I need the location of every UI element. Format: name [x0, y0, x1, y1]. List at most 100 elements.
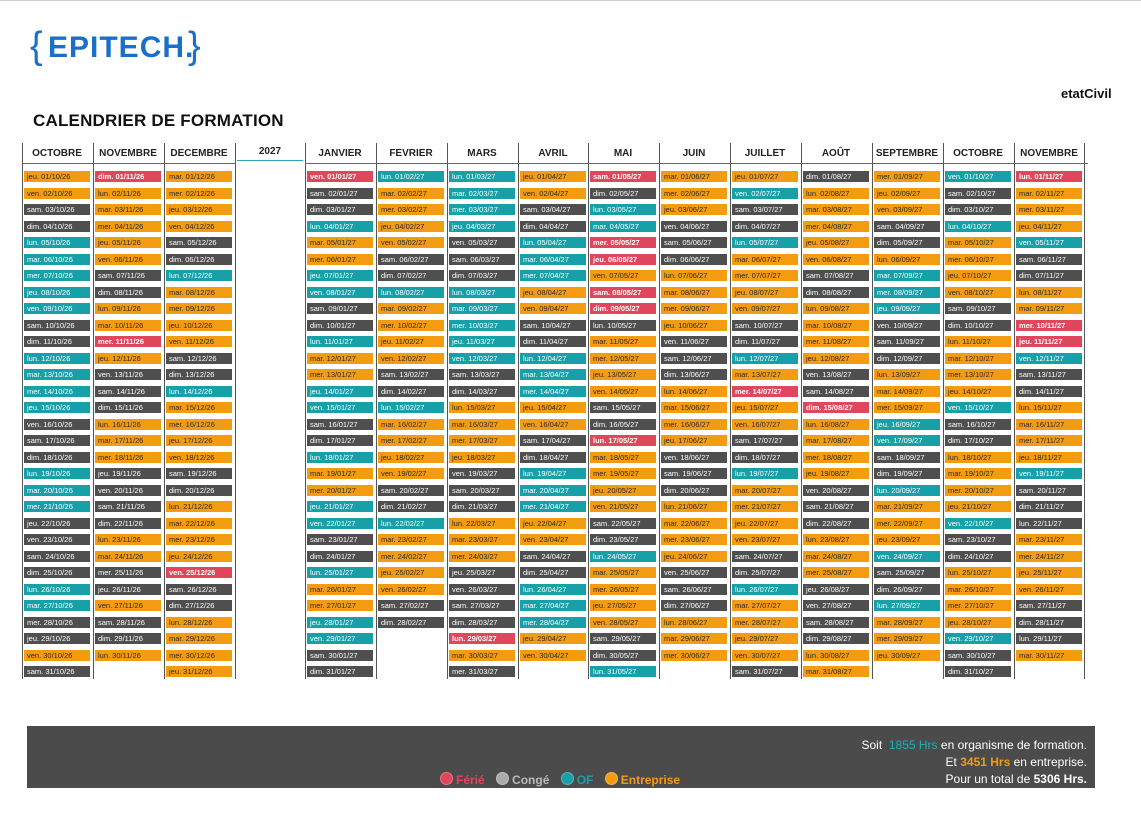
calendar-day: dim. 27/06/27 — [661, 600, 727, 611]
calendar-day: mer. 15/09/27 — [874, 402, 940, 413]
calendar-day: lun. 14/12/26 — [166, 385, 232, 397]
calendar-day: ven. 25/06/27 — [661, 567, 727, 578]
calendar-day: dim. 31/01/27 — [307, 666, 373, 677]
calendar-day: ven. 09/04/27 — [520, 303, 586, 314]
calendar-day: lun. 07/12/26 — [166, 270, 232, 281]
calendar-day: dim. 14/02/27 — [378, 385, 444, 397]
calendar-day: ven. 12/03/27 — [449, 352, 515, 364]
calendar-day: sam. 18/09/27 — [874, 451, 940, 463]
calendar-day: mar. 05/01/27 — [307, 237, 373, 248]
calendar-day: sam. 04/09/27 — [874, 220, 940, 232]
calendar-day: ven. 22/10/27 — [945, 517, 1011, 529]
calendar-day: jeu. 23/09/27 — [874, 534, 940, 545]
calendar-day: lun. 29/03/27 — [449, 633, 515, 644]
calendar-day: lun. 05/10/26 — [24, 237, 90, 248]
calendar-day: ven. 24/09/27 — [874, 550, 940, 562]
calendar-day: dim. 25/07/27 — [732, 567, 798, 578]
month-header: FEVRIER — [389, 148, 433, 159]
calendar-day: sam. 28/08/27 — [803, 616, 869, 628]
calendar-day: mer. 20/10/27 — [945, 484, 1011, 496]
svg-text:EPITECH.: EPITECH. — [48, 31, 194, 64]
of-dot-icon — [560, 772, 574, 785]
calendar-day: sam. 23/01/27 — [307, 534, 373, 545]
calendar-day: lun. 01/03/27 — [449, 171, 515, 182]
column-separator — [943, 143, 944, 679]
calendar-day: mer. 18/11/26 — [95, 451, 161, 463]
summary-footer: Soit 1855 Hrs en organisme de formation.… — [27, 726, 1095, 788]
calendar-day: ven. 23/10/26 — [24, 534, 90, 545]
calendar-day: mer. 09/12/26 — [166, 303, 232, 314]
calendar-day: ven. 23/04/27 — [520, 534, 586, 545]
calendar-day: sam. 01/05/27 — [590, 171, 656, 182]
calendar-day: lun. 18/10/27 — [945, 451, 1011, 463]
calendar-day: sam. 24/10/26 — [24, 550, 90, 562]
epitech-logo: { EPITECH. } — [30, 25, 201, 67]
calendar-day: jeu. 17/12/26 — [166, 435, 232, 446]
calendar-day: mar. 17/11/26 — [95, 435, 161, 446]
calendar-day: ven. 12/11/27 — [1016, 352, 1082, 364]
calendar-day: lun. 15/02/27 — [378, 402, 444, 413]
calendar-day: mar. 31/08/27 — [803, 666, 869, 677]
column-separator — [305, 143, 306, 679]
calendar-day: mar. 04/05/27 — [590, 220, 656, 232]
calendar-day: lun. 16/08/27 — [803, 418, 869, 430]
calendar-day: mar. 13/10/26 — [24, 369, 90, 380]
calendar-day: sam. 15/05/27 — [590, 402, 656, 413]
calendar-day: ven. 09/10/26 — [24, 303, 90, 314]
calendar-day: sam. 27/02/27 — [378, 600, 444, 611]
calendar-day: sam. 13/02/27 — [378, 369, 444, 380]
calendar-day: jeu. 02/09/27 — [874, 187, 940, 199]
calendar-day: sam. 09/01/27 — [307, 303, 373, 314]
calendar-day: lun. 05/07/27 — [732, 237, 798, 248]
calendar-day: dim. 11/07/27 — [732, 336, 798, 347]
calendar-day: mer. 07/10/26 — [24, 270, 90, 281]
calendar-day: lun. 04/01/27 — [307, 220, 373, 232]
calendar-day: mer. 21/10/26 — [24, 501, 90, 512]
calendar-day: mar. 22/06/27 — [661, 517, 727, 529]
calendar-day: lun. 12/07/27 — [732, 352, 798, 364]
calendar-day: jeu. 29/04/27 — [520, 633, 586, 644]
calendar-day: jeu. 01/07/27 — [732, 171, 798, 182]
calendar-day: lun. 22/03/27 — [449, 517, 515, 529]
calendar-day: mer. 11/11/26 — [95, 336, 161, 347]
svg-text:{: { — [30, 25, 43, 67]
calendar-day: ven. 01/01/27 — [307, 171, 373, 182]
calendar-day: sam. 27/11/27 — [1016, 600, 1082, 611]
calendar-day: mar. 18/05/27 — [590, 451, 656, 463]
calendar-day: dim. 28/11/27 — [1016, 616, 1082, 628]
calendar-day: mar. 02/02/27 — [378, 187, 444, 199]
calendar-day: ven. 01/10/27 — [945, 171, 1011, 182]
month-header: JANVIER — [318, 148, 362, 159]
calendar-day: sam. 25/09/27 — [874, 567, 940, 578]
calendar-day: jeu. 03/12/26 — [166, 204, 232, 215]
calendar-day: ven. 20/08/27 — [803, 484, 869, 496]
calendar-day: mar. 09/03/27 — [449, 303, 515, 314]
summary-ent-line: Et 3451 Hrs en entreprise. — [946, 755, 1087, 769]
calendar-day: jeu. 05/08/27 — [803, 237, 869, 248]
calendar-day: dim. 15/08/27 — [803, 402, 869, 413]
calendar-day: sam. 31/10/26 — [24, 666, 90, 677]
column-separator — [164, 143, 165, 679]
calendar-day: ven. 30/10/26 — [24, 649, 90, 661]
calendar-day: jeu. 22/10/26 — [24, 517, 90, 529]
calendar-day: sam. 19/12/26 — [166, 468, 232, 479]
calendar-day: mer. 13/01/27 — [307, 369, 373, 380]
legend-conge-label: Congé — [512, 773, 550, 787]
calendar-day: ven. 08/01/27 — [307, 286, 373, 298]
calendar-day: jeu. 17/06/27 — [661, 435, 727, 446]
calendar-day: mar. 12/10/27 — [945, 352, 1011, 364]
calendar-day: jeu. 03/06/27 — [661, 204, 727, 215]
calendar-day: mer. 10/03/27 — [449, 319, 515, 331]
column-separator — [801, 143, 802, 679]
calendar-day: ven. 02/07/27 — [732, 187, 798, 199]
calendar-day: mer. 17/03/27 — [449, 435, 515, 446]
calendar-day: dim. 21/11/27 — [1016, 501, 1082, 512]
calendar-day: dim. 11/10/26 — [24, 336, 90, 347]
calendar-day: jeu. 20/05/27 — [590, 484, 656, 496]
calendar-day: dim. 18/10/26 — [24, 451, 90, 463]
column-separator — [730, 143, 731, 679]
calendar-day: dim. 31/10/27 — [945, 666, 1011, 677]
calendar-day: mer. 01/09/27 — [874, 171, 940, 182]
calendar-day: mer. 25/11/26 — [95, 567, 161, 578]
calendar-day: lun. 23/11/26 — [95, 534, 161, 545]
